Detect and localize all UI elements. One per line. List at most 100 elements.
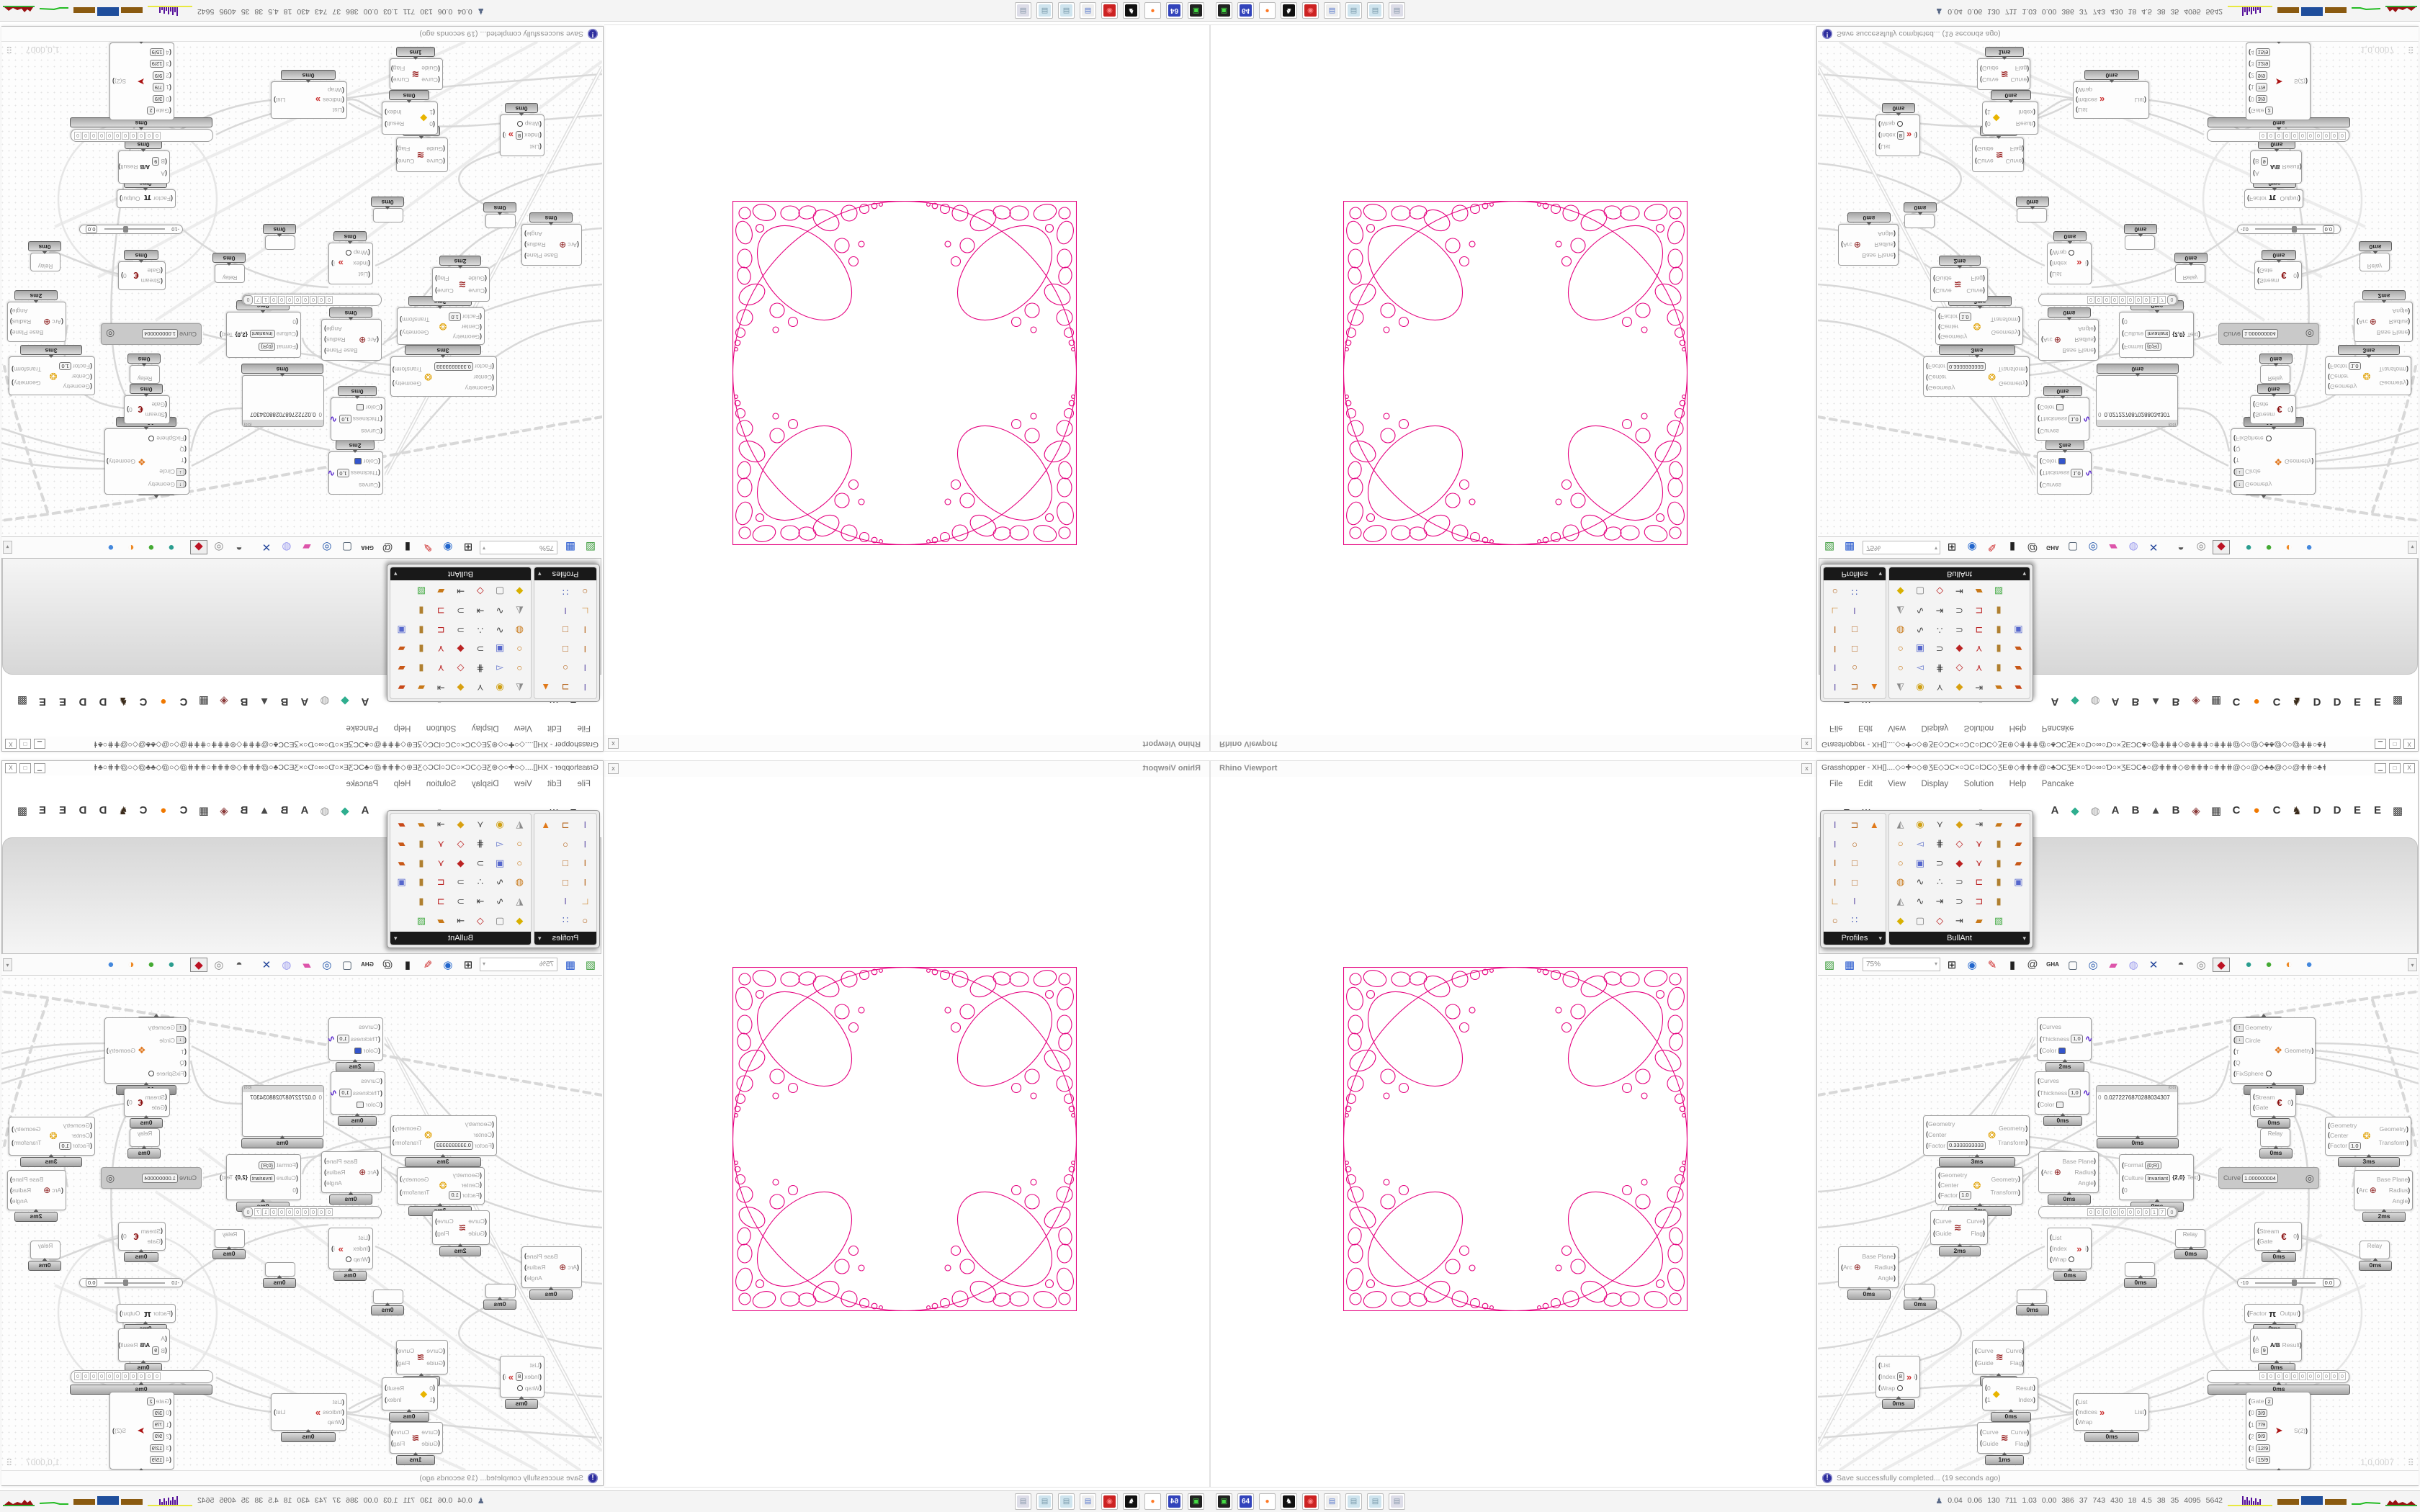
strip-cell[interactable]: 0	[2307, 132, 2314, 140]
input-port[interactable]: (	[2249, 1421, 2251, 1428]
output-port[interactable]: )	[2406, 1125, 2408, 1133]
output-port[interactable]: )	[2094, 1179, 2096, 1187]
component-icon[interactable]: ▰	[2015, 682, 2022, 693]
component-icon[interactable]: ⇥	[476, 895, 485, 906]
output-port[interactable]: )	[274, 96, 276, 104]
zoom-level-select[interactable]: 75% ▾	[480, 541, 557, 554]
ball-blue-icon[interactable]: ●	[107, 541, 115, 554]
output-port[interactable]: )	[2033, 1384, 2035, 1392]
cluster-bag-icon[interactable]: ▰	[2109, 541, 2118, 554]
output-port[interactable]: )	[385, 1395, 387, 1403]
output-port[interactable]: )	[385, 120, 387, 128]
preview-ring-icon[interactable]: ◎	[214, 958, 224, 971]
component-icon[interactable]: ⋎	[1936, 682, 1943, 693]
strip-cell[interactable]: 0	[326, 296, 333, 304]
input-port[interactable]: (	[368, 1255, 370, 1263]
find-search-icon[interactable]: ◎	[322, 541, 332, 554]
output-port[interactable]: )	[390, 1439, 393, 1447]
gha-loader-icon[interactable]: GHA	[361, 961, 374, 968]
input-port[interactable]: (	[165, 1103, 167, 1111]
maximize-icon[interactable]: □	[19, 763, 31, 773]
floppy-64-app-icon[interactable]: 64	[1237, 1493, 1254, 1510]
preview-dark-icon[interactable]: ◓	[2177, 958, 2184, 971]
gh-node-lone-1ms[interactable]: 1ms	[138, 1004, 175, 1027]
component-icon[interactable]: ▰	[2015, 857, 2022, 868]
at-mention-icon[interactable]: @	[382, 958, 393, 971]
input-port[interactable]: (	[169, 95, 171, 103]
gh-node-collapsed-a[interactable]: 0ms	[1904, 1284, 1937, 1310]
input-port[interactable]: (	[380, 1089, 382, 1097]
input-port[interactable]: (	[2038, 1089, 2040, 1097]
input-port[interactable]: (	[342, 1418, 344, 1426]
tab-e1[interactable]: E	[59, 804, 67, 816]
input-port[interactable]: (	[1926, 1141, 1928, 1149]
maximize-icon[interactable]: □	[2389, 739, 2401, 749]
menu-edit[interactable]: Edit	[547, 724, 563, 732]
gh-node-flip-curve-b[interactable]: (Curve(Guide ≋ Curve) Flag) 1ms	[390, 1422, 443, 1465]
input-port[interactable]: (	[1938, 1171, 1940, 1179]
preview-eye-icon[interactable]: ◉	[1967, 541, 1977, 554]
value-chip[interactable]: 1.000000004	[2242, 1173, 2278, 1183]
output-port[interactable]: )	[395, 1347, 398, 1354]
component-icon[interactable]: ⋎	[437, 837, 444, 849]
output-port[interactable]: )	[2406, 379, 2408, 387]
gh-node-relay-b[interactable]: Relay 0ms	[2174, 1229, 2208, 1259]
input-port[interactable]: (	[1841, 1263, 1843, 1271]
toggle-icon[interactable]	[148, 1071, 155, 1077]
gh-node-curves-preview-a[interactable]: (Curves(Thickness 1,0(Color ∿ 2ms	[327, 440, 383, 495]
maximize-icon[interactable]: □	[2389, 763, 2401, 773]
gh-node-stream-gate-a[interactable]: (Stream(Gate €0) 0ms	[2250, 1088, 2296, 1128]
component-icon[interactable]: ▰	[1995, 819, 2003, 830]
open-file-icon[interactable]: ▨	[1824, 958, 1835, 971]
menu-pancake[interactable]: Pancake	[346, 724, 379, 732]
input-port[interactable]: (	[184, 446, 187, 454]
terminal-app-icon[interactable]: ▣	[1216, 2, 1232, 19]
firefox-app-icon[interactable]: ●	[1144, 2, 1161, 19]
strip-cell[interactable]: 0	[294, 1208, 301, 1216]
close-icon[interactable]: X	[2403, 763, 2415, 773]
gh-node-geo-scale-b[interactable]: (Geometry(Center(Factor 1.0 ❂ Geometry) Tran…	[1935, 296, 2023, 345]
strip-cell[interactable]: 0	[326, 1208, 333, 1216]
tab-dotgrid[interactable]: ▩	[2392, 695, 2403, 707]
component-icon[interactable]: ▰	[1975, 914, 1983, 926]
output-port[interactable]: )	[392, 1124, 395, 1132]
component-icon[interactable]: ⊐	[1975, 606, 1984, 617]
input-port[interactable]: (	[61, 1186, 63, 1194]
component-icon[interactable]: ⊃	[1935, 644, 1944, 655]
input-port[interactable]: (	[438, 1439, 440, 1447]
component-icon[interactable]: ▮	[1996, 624, 2002, 636]
gh-node-flip-curve-c[interactable]: (Curve(Guide ≋ Curve) Flag) 2ms	[1930, 1210, 1988, 1256]
output-port[interactable]: )	[2408, 307, 2411, 315]
input-port[interactable]: (	[1980, 1439, 1982, 1447]
output-port[interactable]: )	[2022, 158, 2025, 165]
dark-logo-app-icon[interactable]: ♞	[1281, 1493, 1297, 1510]
component-icon[interactable]: ∷	[1851, 586, 1858, 598]
output-port[interactable]: )	[2033, 109, 2035, 117]
input-port[interactable]: (	[1933, 1218, 1935, 1225]
ball-blue-icon[interactable]: ●	[107, 958, 115, 971]
input-port[interactable]: (	[2328, 1131, 2330, 1139]
component-icon[interactable]: ○	[516, 858, 523, 869]
tab-d1[interactable]: D	[99, 696, 107, 708]
output-port[interactable]: )	[2027, 1439, 2030, 1447]
toggle-icon[interactable]	[1897, 1385, 1904, 1391]
component-icon[interactable]: ∟	[580, 895, 590, 906]
strip-cell[interactable]: 0	[114, 132, 121, 140]
input-port[interactable]: (	[165, 411, 167, 419]
output-port[interactable]: )	[2018, 1175, 2020, 1183]
preview-ring-icon[interactable]: ◎	[2196, 541, 2206, 554]
value-chip[interactable]: 2	[147, 1397, 155, 1406]
input-port[interactable]: (	[165, 1334, 167, 1342]
component-icon[interactable]: ▧	[1994, 914, 2004, 926]
strip-cell[interactable]: 1	[262, 1208, 269, 1216]
output-port[interactable]: )	[324, 1168, 326, 1176]
input-port[interactable]: (	[539, 1361, 542, 1369]
input-port[interactable]: (	[165, 170, 167, 178]
component-icon[interactable]: ▣	[1915, 644, 1925, 655]
galapagos-balloon-icon[interactable]: ◍	[282, 541, 292, 554]
gh-node-base-plane-a[interactable]: (Arc ⊕ Base Plane) Radius) Angle) 0ms	[2038, 1151, 2099, 1205]
floppy-64-app-icon[interactable]: 64	[1166, 1493, 1183, 1510]
input-port[interactable]: (	[438, 76, 440, 84]
